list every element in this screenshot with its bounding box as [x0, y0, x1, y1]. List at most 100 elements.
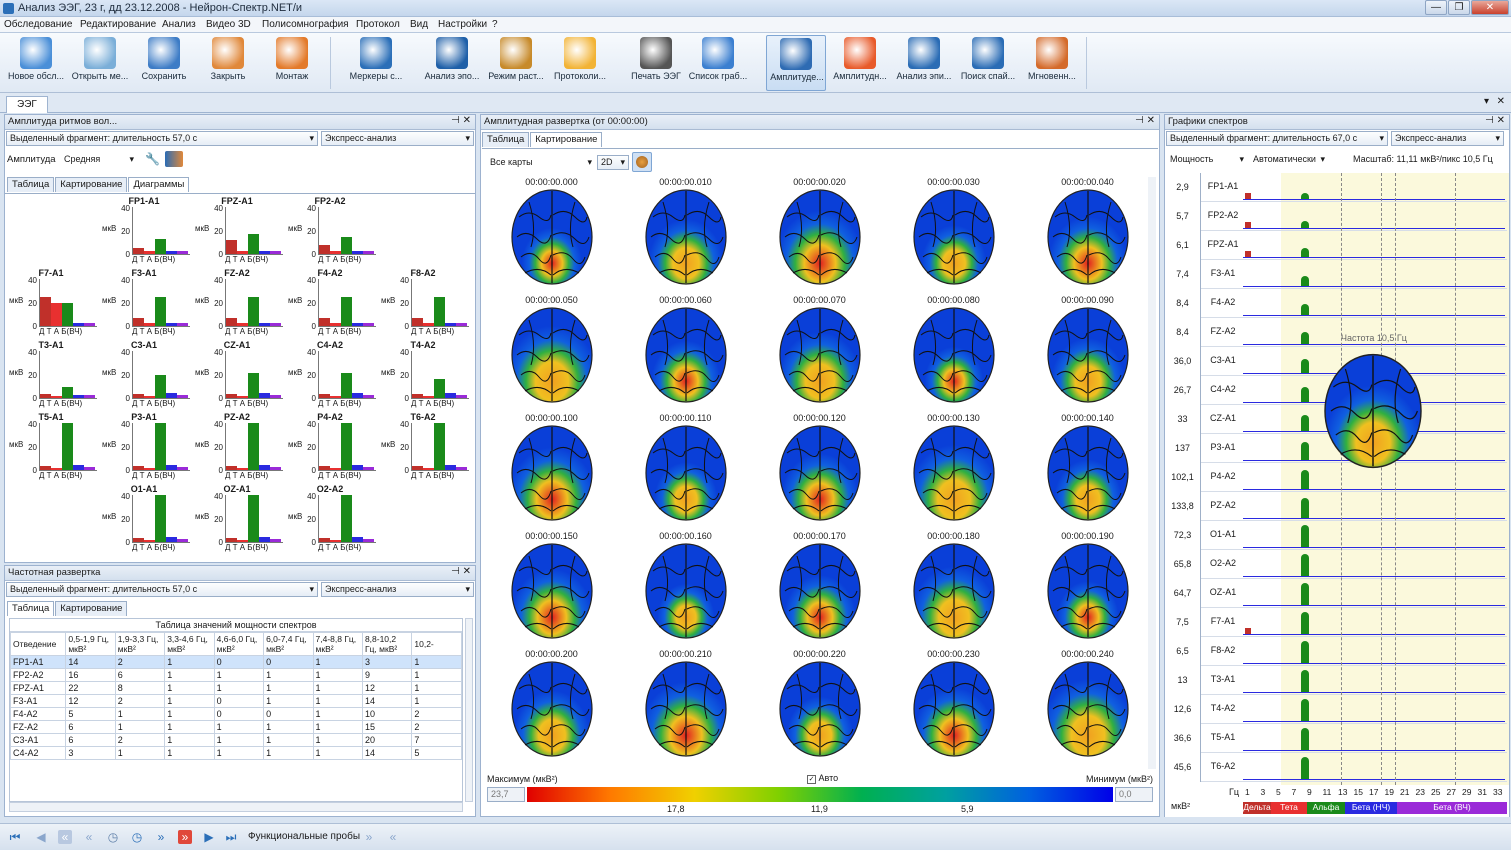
spectrum-row[interactable]: 133,8 PZ-A2 [1165, 492, 1507, 521]
wrench-icon[interactable]: 🔧 [145, 152, 160, 166]
open-button[interactable]: Открыть ме... [70, 35, 130, 91]
amplitude-map[interactable]: 00:00:00.220 [752, 649, 887, 766]
menu-item[interactable]: ? [492, 19, 498, 30]
fragment-select[interactable]: Выделенный фрагмент: длительность 67,0 с [1166, 131, 1388, 146]
spectrum-row[interactable]: 13 T3-A1 [1165, 666, 1507, 695]
menu-item[interactable]: Видео 3D [206, 19, 251, 30]
maps-scrollbar[interactable] [1148, 177, 1156, 769]
amplitude-map[interactable]: 00:00:00.030 [886, 177, 1021, 294]
mode-select[interactable]: 2D [597, 155, 629, 170]
spectrum-row[interactable]: 102,1 P4-A2 [1165, 463, 1507, 492]
amplitude-map[interactable]: 00:00:00.050 [484, 295, 619, 412]
timer-icon[interactable]: ◷ [107, 830, 119, 844]
tab-mapping[interactable]: Картирование [55, 177, 128, 192]
column-header[interactable]: 4,6-6,0 Гц, мкВ² [213, 632, 265, 656]
table-row[interactable]: FP2-A2 16 6 1 1 1 1 9 1 [10, 668, 462, 682]
spectrum-row[interactable]: 7,4 F3-A1 [1165, 260, 1507, 289]
spectrum-row[interactable]: 12,6 T4-A2 [1165, 695, 1507, 724]
tab-mapping[interactable]: Картирование [530, 132, 603, 147]
table-row[interactable]: FZ-A2 6 1 1 1 1 1 15 2 [10, 720, 462, 734]
table-row[interactable]: FP1-A1 14 2 1 0 0 1 3 1 [10, 655, 462, 669]
amplitude-map[interactable]: 00:00:00.080 [886, 295, 1021, 412]
fragment-select[interactable]: Выделенный фрагмент: длительность 57,0 с [6, 582, 318, 597]
spectrum-row[interactable]: 72,3 O1-A1 [1165, 521, 1507, 550]
table-row[interactable]: C4-A2 3 1 1 1 1 1 14 5 [10, 746, 462, 760]
amplitude-map[interactable]: 00:00:00.180 [886, 531, 1021, 648]
vertical-scrollbar[interactable] [465, 618, 473, 802]
fast-forward-icon[interactable]: » [178, 830, 192, 844]
amplitude-map[interactable]: 00:00:00.060 [618, 295, 753, 412]
menu-item[interactable]: Настройки [438, 19, 488, 30]
auto-checkbox[interactable]: ✓ Авто [807, 773, 839, 784]
amplitude-map[interactable]: 00:00:00.140 [1020, 413, 1155, 530]
tab-diagrams[interactable]: Диаграммы [128, 177, 190, 192]
amplitude-map[interactable]: 00:00:00.130 [886, 413, 1021, 530]
scale-mode-select[interactable]: Автоматически [1249, 152, 1329, 167]
amplitude-map[interactable]: 00:00:00.210 [618, 649, 753, 766]
markers-button[interactable]: Меркеры с... [346, 35, 406, 91]
minimize-button[interactable]: — [1425, 0, 1447, 15]
tab-table[interactable]: Таблица [7, 177, 55, 192]
spectrum-row[interactable]: 64,7 OZ-A1 [1165, 579, 1507, 608]
max-input[interactable]: 23,7 [487, 787, 525, 802]
amplitude-map[interactable]: 00:00:00.070 [752, 295, 887, 412]
menu-item[interactable]: Полисомнография [262, 19, 349, 30]
tab-table[interactable]: Таблица [7, 601, 55, 616]
column-header[interactable]: 10,2- [411, 632, 462, 656]
menu-item[interactable]: Протокол [356, 19, 400, 30]
prev-test-icon[interactable]: « [389, 830, 397, 844]
first-icon[interactable]: ⏮ [9, 830, 21, 844]
column-header[interactable]: 0,5-1,9 Гц, мкВ² [65, 632, 116, 656]
spike-search-button[interactable]: Поиск спай... [958, 35, 1018, 91]
forward-icon[interactable]: » [157, 830, 165, 844]
horizontal-scrollbar[interactable] [9, 802, 463, 812]
spectrum-row[interactable]: 8,4 F4-A2 [1165, 289, 1507, 318]
last-icon[interactable]: ⏭ [225, 830, 237, 844]
save-button[interactable]: Сохранить [134, 35, 194, 91]
pin-close-icon[interactable]: ⊣ ✕ [1135, 115, 1155, 126]
instant-button[interactable]: Мгновенн... [1022, 35, 1082, 91]
amplitude-map[interactable]: 00:00:00.150 [484, 531, 619, 648]
power-select[interactable]: Мощность [1166, 152, 1248, 167]
column-header[interactable]: 1,9-3,3 Гц, мкВ² [114, 632, 166, 656]
amplitude-map[interactable]: 00:00:00.040 [1020, 177, 1155, 294]
close-tab-icon[interactable]: ✕ [1496, 96, 1505, 107]
spectrum-row[interactable]: 2,9 FP1-A1 [1165, 173, 1507, 202]
table-row[interactable]: C3-A1 6 2 1 1 1 1 20 7 [10, 733, 462, 747]
protocol-button[interactable]: Протоколи... [550, 35, 610, 91]
rewind-icon[interactable]: « [85, 830, 93, 844]
tab-eeg[interactable]: ЭЭГ [6, 96, 48, 113]
amplitude-map[interactable]: 00:00:00.200 [484, 649, 619, 766]
pin-close-icon[interactable]: ⊣ ✕ [1485, 115, 1505, 126]
head-view-icon[interactable] [632, 152, 652, 172]
spectrum-row[interactable]: 6,5 F8-A2 [1165, 637, 1507, 666]
amplitude-map[interactable]: 00:00:00.110 [618, 413, 753, 530]
maximize-button[interactable]: ❐ [1448, 0, 1470, 15]
amplitude-map[interactable]: 00:00:00.240 [1020, 649, 1155, 766]
amplitude-map[interactable]: 00:00:00.230 [886, 649, 1021, 766]
menu-item[interactable]: Вид [410, 19, 429, 30]
next-page-icon[interactable]: ▶ [204, 830, 214, 844]
tab-dropdown-icon[interactable]: ▾ [1483, 96, 1489, 107]
min-input[interactable]: 0,0 [1115, 787, 1153, 802]
montage-button[interactable]: Монтаж [262, 35, 322, 91]
list-button[interactable]: Список граб... [688, 35, 748, 91]
column-header[interactable]: 7,4-8,8 Гц, мкВ² [312, 632, 363, 656]
tab-table[interactable]: Таблица [482, 132, 530, 147]
amplitude-map[interactable]: 00:00:00.020 [752, 177, 887, 294]
spectrum-row[interactable]: 5,7 FP2-A2 [1165, 202, 1507, 231]
epoch-analysis-button[interactable]: Анализ эпо... [422, 35, 482, 91]
menu-item[interactable]: Обследование [4, 19, 73, 30]
maps-select[interactable]: Все карты [486, 155, 596, 170]
spectrum-row[interactable]: 7,5 F7-A1 [1165, 608, 1507, 637]
amplitude-map-button[interactable]: Амплитудн... [830, 35, 890, 91]
spectrum-row[interactable]: 45,6 T6-A2 [1165, 753, 1507, 782]
prev-fast-icon[interactable]: « [58, 830, 72, 844]
new-exam-button[interactable]: Новое обсл... [6, 35, 66, 91]
menu-item[interactable]: Редактирование [80, 19, 157, 30]
spectrum-row[interactable]: 65,8 O2-A2 [1165, 550, 1507, 579]
tab-mapping[interactable]: Картирование [55, 601, 128, 616]
print-button[interactable]: Печать ЭЭГ [626, 35, 686, 91]
analysis-select[interactable]: Экспресс-анализ [321, 582, 474, 597]
amplitude-map[interactable]: 00:00:00.170 [752, 531, 887, 648]
